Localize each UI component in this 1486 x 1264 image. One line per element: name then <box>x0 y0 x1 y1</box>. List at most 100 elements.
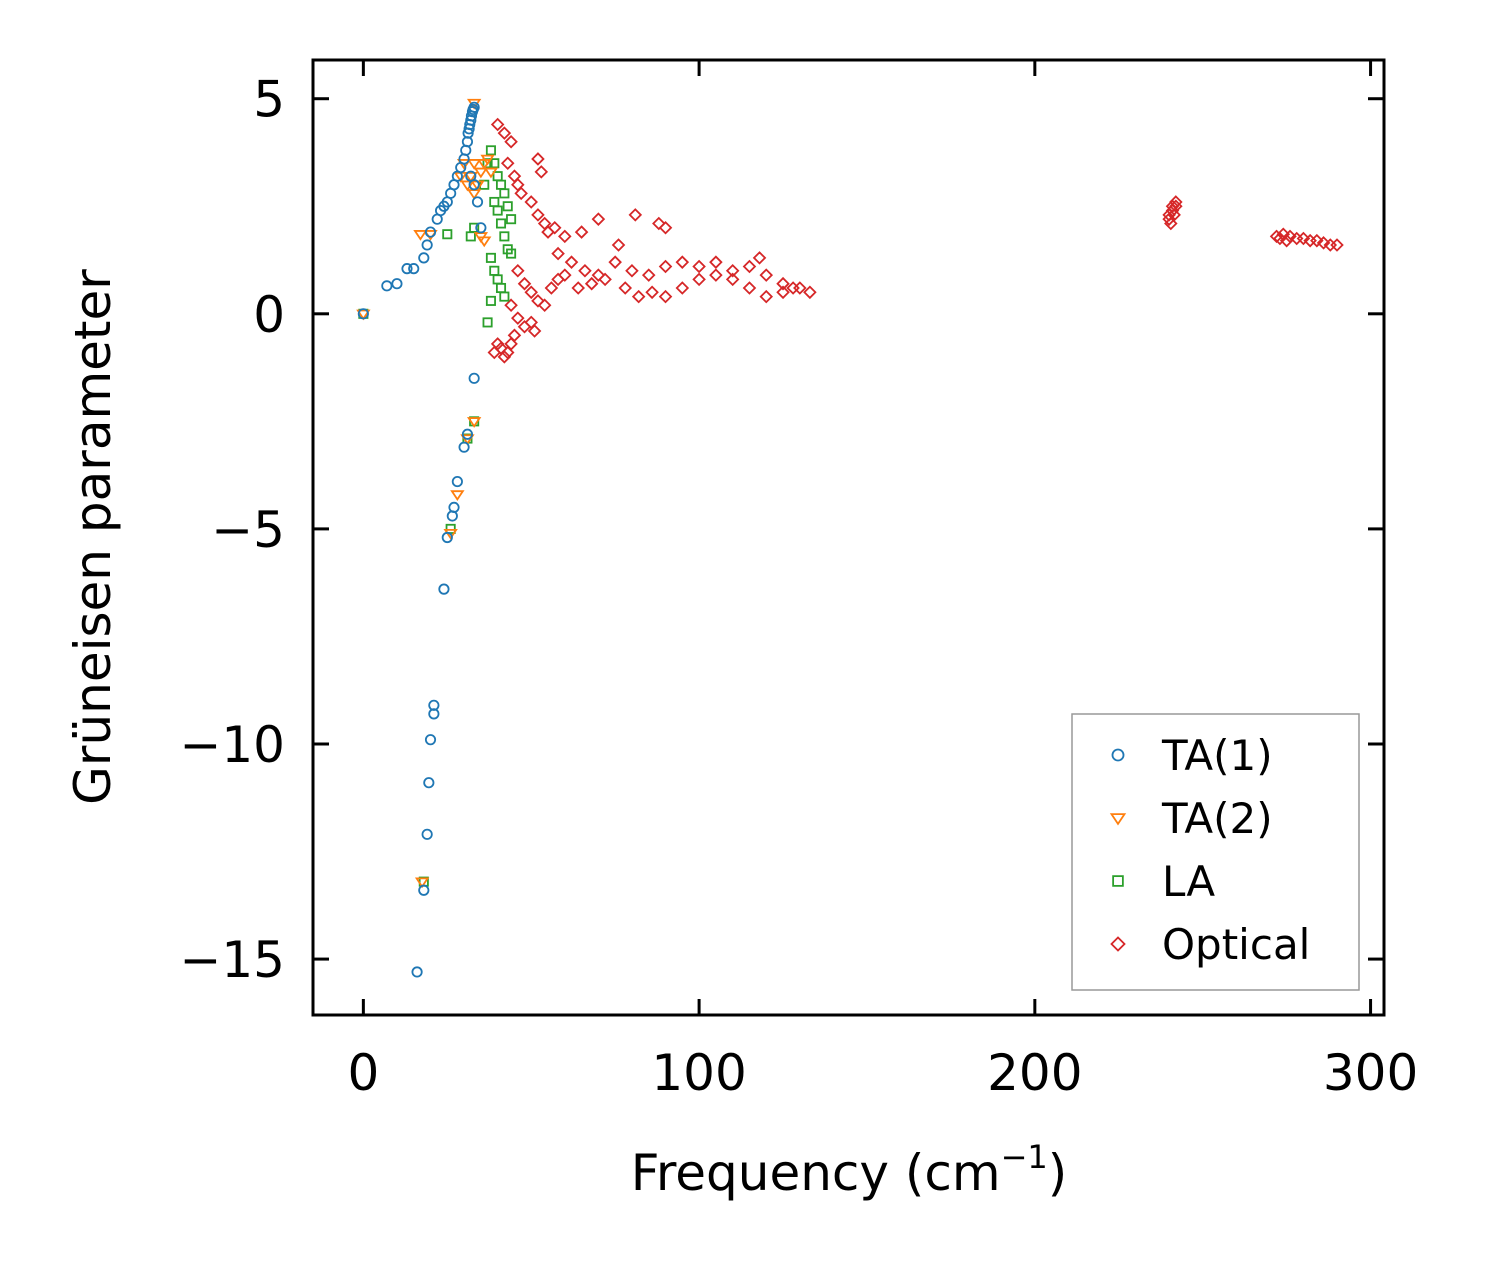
data-point <box>564 255 579 269</box>
data-point <box>709 255 723 269</box>
data-point <box>531 294 545 308</box>
data-point <box>418 252 430 264</box>
data-point <box>423 777 435 789</box>
data-point <box>441 531 453 544</box>
data-point <box>645 285 659 300</box>
data-point <box>408 263 420 275</box>
legend-marker-ta2 <box>1109 813 1127 826</box>
data-point <box>531 152 545 166</box>
data-point <box>506 214 517 225</box>
data-point <box>499 188 510 199</box>
y-tick-label: 5 <box>253 71 285 129</box>
data-point <box>608 255 622 269</box>
data-point <box>445 523 456 534</box>
data-point <box>475 222 487 234</box>
legend-marker-optical <box>1110 936 1126 952</box>
data-point <box>1164 216 1178 231</box>
data-point <box>1167 208 1181 222</box>
data-point <box>675 281 690 295</box>
y-tick-label: −10 <box>179 716 285 774</box>
data-point <box>443 528 458 540</box>
data-point <box>497 350 512 364</box>
data-point <box>786 281 800 295</box>
data-point <box>524 195 539 209</box>
data-point <box>428 708 440 720</box>
data-point <box>752 251 767 265</box>
legend-label: LA <box>1162 857 1215 906</box>
series-layer <box>356 98 1344 978</box>
data-point <box>692 259 706 274</box>
data-point <box>469 222 480 233</box>
data-point <box>571 281 586 295</box>
data-point <box>506 248 517 259</box>
data-point <box>490 117 505 132</box>
y-tick-label: 0 <box>253 286 285 344</box>
data-point <box>499 231 510 242</box>
data-point <box>776 276 790 291</box>
data-point <box>514 186 528 201</box>
data-point <box>442 229 453 240</box>
legend-marker-ta1 <box>1111 748 1125 762</box>
data-point <box>424 226 437 238</box>
data-point <box>489 158 500 169</box>
data-point <box>466 417 482 428</box>
data-point <box>675 255 690 269</box>
data-point <box>658 259 673 274</box>
data-point <box>551 246 565 261</box>
y-tick-label: −15 <box>179 931 285 989</box>
x-tick-label: 200 <box>987 1044 1082 1102</box>
data-point <box>494 341 508 355</box>
legend-label: Optical <box>1162 920 1310 969</box>
data-point <box>658 289 673 304</box>
data-point <box>1330 238 1344 252</box>
x-tick-label: 100 <box>651 1044 746 1102</box>
x-axis-label-superscript: −1 <box>1001 1138 1048 1176</box>
data-point <box>495 218 507 229</box>
data-point <box>468 101 480 113</box>
data-point <box>456 159 472 170</box>
series-optical <box>487 117 1344 364</box>
data-point <box>492 205 503 216</box>
data-point <box>473 167 489 179</box>
data-point <box>482 317 493 328</box>
data-point <box>480 154 495 166</box>
data-point <box>598 272 612 287</box>
data-point <box>356 309 371 321</box>
data-point <box>471 196 484 208</box>
data-point <box>558 229 572 244</box>
data-point <box>759 289 774 304</box>
legend-label: TA(1) <box>1161 731 1273 780</box>
data-point <box>504 134 518 149</box>
data-point <box>458 441 470 453</box>
data-point <box>517 276 532 291</box>
data-point <box>497 126 512 140</box>
data-point <box>1296 231 1311 246</box>
data-point <box>466 159 482 170</box>
data-point <box>463 171 478 183</box>
data-point <box>1316 236 1331 250</box>
data-point <box>524 285 539 300</box>
data-point <box>381 280 393 292</box>
data-point <box>502 201 513 212</box>
data-point <box>461 428 474 440</box>
data-point <box>411 966 423 978</box>
data-point <box>534 165 549 179</box>
ticks-layer <box>313 60 1384 1015</box>
data-point <box>468 372 480 384</box>
data-point <box>1310 233 1324 248</box>
x-tick-label: 300 <box>1323 1044 1418 1102</box>
data-point <box>451 476 463 488</box>
data-point <box>450 490 465 502</box>
data-point <box>357 308 369 320</box>
data-point <box>485 145 496 156</box>
data-point <box>544 281 559 295</box>
data-point <box>803 285 817 300</box>
data-point <box>424 734 437 746</box>
data-point <box>578 264 592 278</box>
data-point <box>692 272 706 287</box>
data-point <box>500 156 515 171</box>
data-point <box>641 268 656 282</box>
data-point <box>709 268 723 282</box>
